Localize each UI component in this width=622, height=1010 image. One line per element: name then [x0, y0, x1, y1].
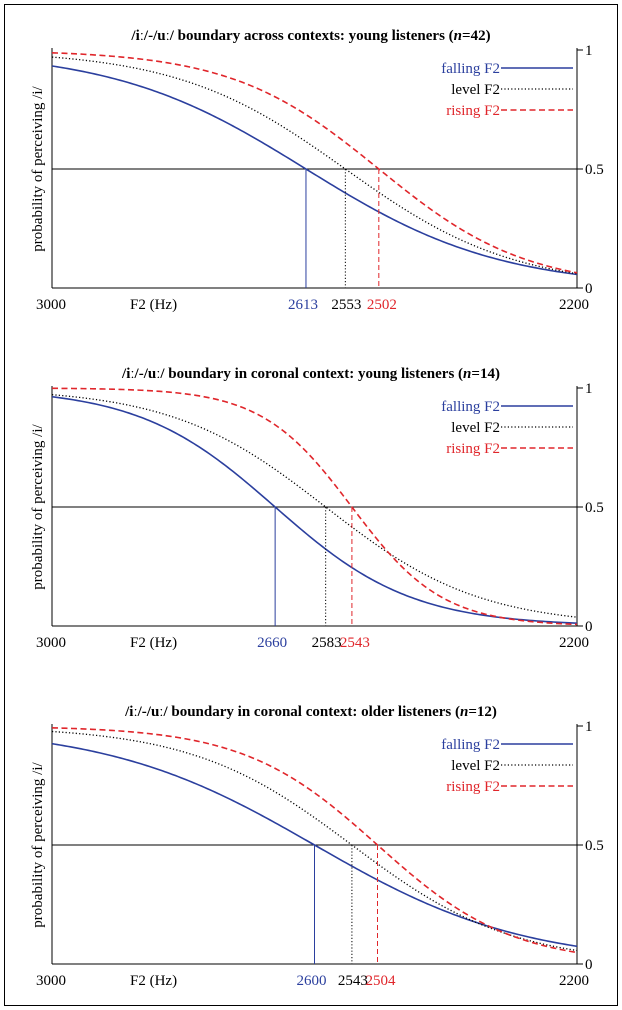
chart-panel-2: /iː/-/uː/ boundary in coronal context: y… [30, 366, 604, 651]
boundary-label: 2504 [366, 973, 397, 989]
chart-title: /iː/-/uː/ boundary across contexts: youn… [130, 28, 490, 44]
y-tick-label: 1 [585, 43, 593, 59]
boundary-label: 2613 [288, 297, 318, 313]
boundary-label: 2660 [257, 635, 287, 651]
chart-title-part: /iː/-/uː/ boundary in coronal context: o… [124, 704, 460, 720]
series-line-rising-f2 [51, 52, 578, 274]
chart-title-part: n [463, 366, 471, 382]
y-tick-label: 0 [585, 619, 593, 635]
chart-title-part: /iː/-/uː/ boundary in coronal context: y… [121, 366, 463, 382]
boundary-label: 2553 [331, 297, 361, 313]
y-tick-label: 1 [585, 719, 593, 735]
chart-title-part: n [460, 704, 468, 720]
series-line-falling-f2 [51, 395, 578, 624]
figure-border [4, 4, 618, 1006]
chart-title-part: /iː/-/uː/ boundary across contexts: youn… [130, 28, 453, 44]
chart-title-part: =42) [462, 28, 491, 44]
series-line-rising-f2 [51, 387, 578, 626]
y-tick-label: 0 [585, 957, 593, 973]
y-tick-label: 0.5 [585, 838, 604, 854]
legend-label: level F2 [451, 758, 500, 774]
x-tick-label-right: 2200 [559, 297, 589, 313]
legend-label: rising F2 [446, 103, 500, 119]
legend-label: falling F2 [441, 399, 500, 415]
x-tick-label-left: 3000 [36, 973, 66, 989]
series-line-rising-f2 [51, 727, 578, 954]
x-tick-label-left: 3000 [36, 297, 66, 313]
chart-title-part: n [454, 28, 462, 44]
chart-title-part: =12) [468, 704, 497, 720]
series-line-level-f2 [51, 394, 578, 618]
legend-label: falling F2 [441, 737, 500, 753]
chart-panel-1: /iː/-/uː/ boundary across contexts: youn… [30, 28, 604, 313]
x-axis-label: F2 (Hz) [130, 973, 177, 989]
legend-label: falling F2 [441, 61, 500, 77]
x-tick-label-right: 2200 [559, 635, 589, 651]
series-line-falling-f2 [51, 65, 578, 276]
y-tick-label: 1 [585, 381, 593, 397]
boundary-label: 2543 [338, 973, 368, 989]
boundary-label: 2583 [312, 635, 342, 651]
chart-title: /iː/-/uː/ boundary in coronal context: o… [124, 704, 497, 720]
x-axis-label: F2 (Hz) [130, 297, 177, 313]
y-tick-label: 0.5 [585, 162, 604, 178]
x-tick-label-right: 2200 [559, 973, 589, 989]
legend-label: rising F2 [446, 441, 500, 457]
boundary-label: 2543 [340, 635, 370, 651]
x-axis-label: F2 (Hz) [130, 635, 177, 651]
boundary-label: 2502 [367, 297, 397, 313]
y-axis-label: probability of perceiving /i/ [30, 423, 46, 589]
chart-title-part: =14) [471, 366, 500, 382]
chart-title: /iː/-/uː/ boundary in coronal context: y… [121, 366, 500, 382]
legend-label: level F2 [451, 420, 500, 436]
boundary-label: 2600 [297, 973, 327, 989]
legend-label: rising F2 [446, 779, 500, 795]
y-axis-label: probability of perceiving /i/ [30, 761, 46, 927]
y-tick-label: 0.5 [585, 500, 604, 516]
y-axis-label: probability of perceiving /i/ [30, 85, 46, 251]
y-tick-label: 0 [585, 281, 593, 297]
chart-panel-3: /iː/-/uː/ boundary in coronal context: o… [30, 704, 604, 989]
legend-label: level F2 [451, 82, 500, 98]
x-tick-label-left: 3000 [36, 635, 66, 651]
